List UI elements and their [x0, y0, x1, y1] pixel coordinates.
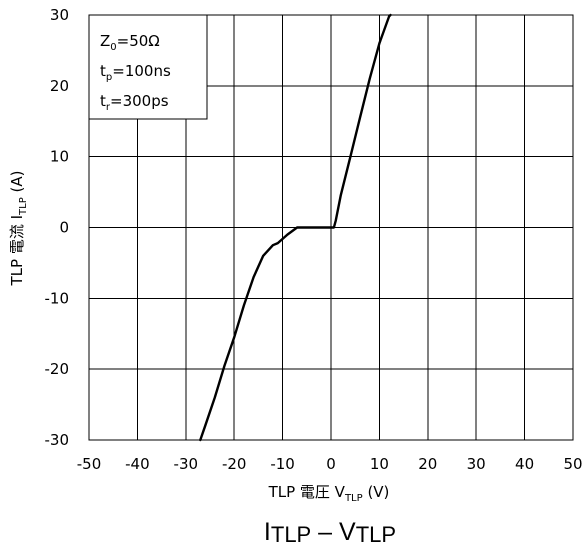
- legend-line-impedance: Z0=50Ω: [100, 32, 160, 53]
- x-axis-label: TLP 電圧 VTLP (V): [268, 483, 390, 504]
- legend-frame: [88, 14, 208, 120]
- y-tick-label: 0: [59, 219, 69, 237]
- x-tick-label: -20: [222, 455, 247, 473]
- x-tick-label: 30: [467, 455, 486, 473]
- x-tick-label: 20: [418, 455, 437, 473]
- x-tick-labels: -50 -40 -30 -20 -10 0 10 20 30 40 50: [77, 455, 583, 473]
- x-tick-label: -10: [270, 455, 295, 473]
- y-tick-label: 10: [50, 148, 69, 166]
- x-tick-label: -30: [174, 455, 199, 473]
- x-tick-label: 40: [515, 455, 534, 473]
- y-tick-label: 20: [50, 77, 69, 95]
- y-tick-label: -20: [45, 360, 70, 378]
- x-tick-label: 10: [370, 455, 389, 473]
- x-tick-label: -40: [125, 455, 150, 473]
- legend-line-pulse-width: tp=100ns: [100, 62, 171, 83]
- plot-frame: [88, 14, 574, 441]
- x-tick-label: 0: [326, 455, 336, 473]
- legend-line-rise-time: tr=300ps: [100, 92, 169, 113]
- x-tick-label: 50: [563, 455, 582, 473]
- y-tick-labels: -30 -20 -10 0 10 20 30: [45, 6, 70, 449]
- y-tick-label: -30: [45, 431, 70, 449]
- y-axis-label: TLP 電流 ITLP (A): [8, 171, 29, 287]
- y-tick-label: 30: [50, 6, 69, 24]
- legend-box: Z0=50Ω tp=100ns tr=300ps: [88, 14, 208, 120]
- chart-caption: ITLP – VTLP: [264, 518, 396, 547]
- x-tick-label: -50: [77, 455, 102, 473]
- series-line-0: [199, 13, 392, 442]
- y-tick-label: -10: [45, 289, 70, 307]
- data-series: [199, 13, 392, 442]
